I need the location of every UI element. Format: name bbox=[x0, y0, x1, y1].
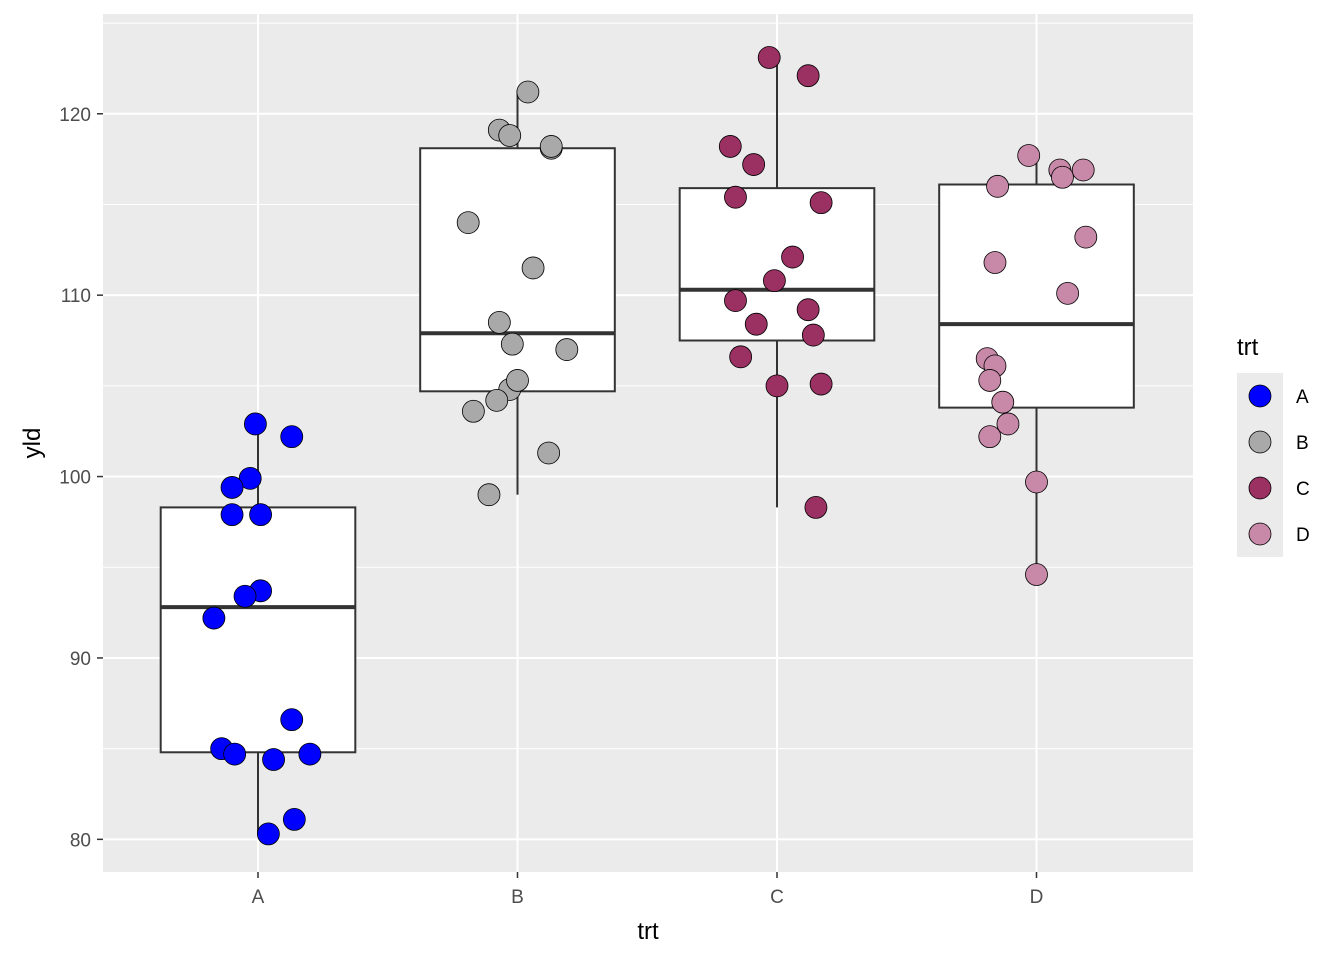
legend-label-D: D bbox=[1296, 525, 1310, 546]
boxplot-C bbox=[678, 57, 876, 508]
data-point bbox=[991, 390, 1015, 414]
data-point bbox=[220, 503, 244, 527]
data-point bbox=[796, 64, 820, 88]
data-point bbox=[1071, 158, 1095, 182]
data-point bbox=[249, 503, 272, 527]
data-point bbox=[223, 742, 247, 766]
data-point bbox=[220, 476, 244, 499]
legend: trt A B C D bbox=[1237, 334, 1310, 557]
data-point bbox=[978, 425, 1002, 449]
data-point bbox=[801, 323, 825, 347]
y-tick-label: 110 bbox=[61, 286, 91, 307]
boxplot-group bbox=[159, 57, 1135, 834]
box-iqr bbox=[159, 506, 357, 754]
data-point bbox=[498, 124, 522, 147]
points-series-C bbox=[718, 46, 833, 519]
y-tick-label: 120 bbox=[59, 105, 91, 126]
data-point bbox=[1017, 144, 1041, 167]
x-tick-label: A bbox=[252, 887, 265, 908]
data-point bbox=[1074, 225, 1098, 249]
y-axis-title: yld bbox=[19, 428, 46, 459]
data-point bbox=[256, 822, 280, 846]
legend-title: trt bbox=[1237, 334, 1259, 361]
data-point bbox=[500, 332, 524, 356]
legend-label-A: A bbox=[1296, 387, 1309, 408]
data-point bbox=[978, 369, 1002, 392]
legend-key-C bbox=[1248, 476, 1272, 500]
points-series-B bbox=[456, 80, 579, 507]
data-point bbox=[280, 425, 304, 449]
y-axis: 80 90 100 110 120 bbox=[59, 105, 103, 851]
data-point bbox=[724, 185, 747, 209]
data-point bbox=[983, 251, 1007, 274]
data-point bbox=[796, 298, 820, 322]
data-point bbox=[804, 495, 828, 519]
data-point bbox=[477, 483, 501, 507]
data-point bbox=[1025, 563, 1048, 586]
x-axis-title: trt bbox=[637, 918, 659, 945]
box-iqr bbox=[419, 147, 616, 393]
data-point bbox=[202, 606, 226, 630]
data-point bbox=[555, 338, 579, 361]
data-point bbox=[516, 80, 540, 104]
y-tick-label: 90 bbox=[70, 649, 91, 670]
legend-key-A bbox=[1248, 384, 1272, 408]
box-iqr bbox=[938, 183, 1135, 409]
data-point bbox=[996, 412, 1020, 436]
data-point bbox=[537, 441, 561, 465]
data-point bbox=[238, 466, 262, 490]
data-point bbox=[456, 211, 480, 235]
legend-label-B: B bbox=[1296, 433, 1309, 454]
legend-key-B bbox=[1248, 430, 1272, 454]
data-point bbox=[809, 372, 833, 396]
data-point bbox=[539, 135, 563, 158]
data-point bbox=[763, 269, 786, 293]
y-tick-label: 80 bbox=[70, 830, 91, 851]
data-point bbox=[724, 289, 747, 313]
legend-label-C: C bbox=[1296, 479, 1310, 500]
data-point bbox=[244, 412, 267, 436]
data-point bbox=[1051, 165, 1074, 189]
data-point bbox=[1056, 281, 1080, 305]
points-series-D bbox=[975, 144, 1098, 586]
x-tick-label: B bbox=[511, 887, 524, 908]
data-point bbox=[461, 399, 485, 423]
points-series-A bbox=[202, 412, 322, 846]
data-point bbox=[298, 742, 322, 766]
data-point bbox=[729, 345, 753, 369]
jitter-points-group bbox=[202, 46, 1098, 846]
data-point bbox=[765, 374, 789, 398]
data-point bbox=[742, 153, 766, 176]
data-point bbox=[262, 748, 285, 771]
x-tick-label: C bbox=[770, 887, 784, 908]
legend-key-D bbox=[1248, 522, 1272, 546]
boxplot-A bbox=[159, 423, 357, 834]
data-point bbox=[781, 245, 804, 269]
data-point bbox=[718, 135, 742, 158]
data-point bbox=[487, 310, 511, 334]
box-iqr bbox=[678, 187, 876, 342]
y-tick-label: 100 bbox=[59, 468, 91, 489]
x-tick-label: D bbox=[1030, 887, 1044, 908]
data-point bbox=[506, 369, 529, 392]
data-point bbox=[280, 708, 304, 732]
data-point bbox=[233, 584, 257, 608]
x-axis: A B C D bbox=[252, 872, 1044, 908]
boxplot-D bbox=[938, 155, 1135, 575]
data-point bbox=[757, 46, 781, 69]
data-point bbox=[1025, 470, 1048, 494]
data-point bbox=[485, 388, 509, 412]
data-point bbox=[744, 312, 768, 336]
data-point bbox=[809, 191, 833, 215]
data-point bbox=[986, 174, 1009, 198]
data-point bbox=[521, 256, 545, 280]
data-point bbox=[282, 807, 306, 831]
